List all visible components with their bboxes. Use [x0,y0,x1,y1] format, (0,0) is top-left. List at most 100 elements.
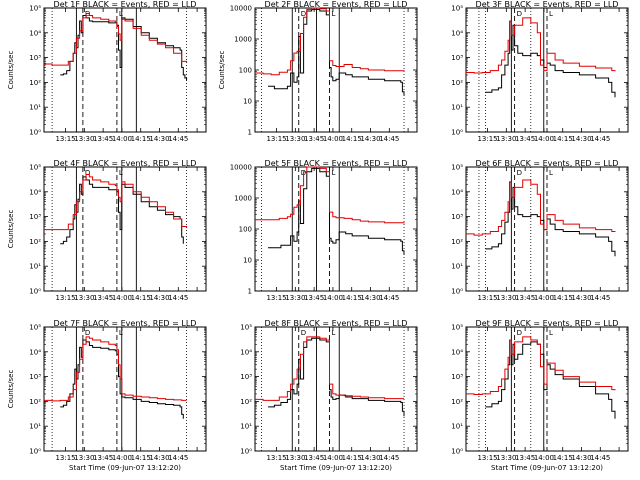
y-tick-label: 10⁵ [29,5,41,13]
y-tick-label: 100 [239,226,252,234]
chart-panel-1: Det 1F BLACK = Events, RED = LLD Counts/s… [7,0,207,143]
lld-series-line [466,336,616,395]
x-tick-label: 14:00 [323,294,343,302]
x-tick-label: 13:15 [55,294,75,302]
y-tick-label: 10⁵ [29,324,41,332]
y-tick-label: 10 [243,98,252,106]
x-tick-label: 13:45 [93,454,113,462]
chart-panel-2: Det 2F BLACK = Events, RED = LLD Counts/s… [218,0,418,143]
x-tick-label: 13:15 [266,294,286,302]
x-tick-label: 14:15 [342,454,362,462]
y-tick-label: 10¹ [29,263,41,271]
y-axis-label: Counts/sec [7,370,15,409]
lld-series-line [466,17,616,74]
y-tick-label: 10⁴ [29,348,41,356]
chart-panel-5: Det 5F BLACK = Events, RED = LLD 1 10 100 10… [230,159,418,302]
y-tick-label: 10⁰ [29,448,41,456]
y-tick-label: 1000 [234,36,252,44]
y-tick-label: 1 [248,288,252,296]
x-tick-label: 14:00 [323,135,343,143]
x-tick-label: 14:45 [379,454,399,462]
x-tick-label: 14:15 [131,454,151,462]
x-tick-label: 13:45 [304,135,324,143]
y-tick-label: 10⁴ [29,188,41,196]
y-tick-label: 10⁰ [451,129,463,137]
x-tick-label: 14:45 [168,135,188,143]
lld-series-line [255,166,405,224]
y-tick-label: 10³ [451,54,463,62]
x-tick-label: 14:30 [571,294,591,302]
x-tick-label: 13:30 [74,294,94,302]
interval-marker-label: D [301,10,306,18]
x-tick-label: 14:15 [131,135,151,143]
y-tick-label: 10000 [230,164,252,172]
events-series-line [60,176,184,245]
interval-marker-label: L [119,329,123,337]
lld-series-line [255,336,404,401]
x-tick-label: 14:30 [360,294,380,302]
chart-panel-4: Det 4F BLACK = Events, RED = LLD Counts/s… [7,159,207,302]
x-tick-label: 14:15 [553,135,573,143]
events-series-line [268,167,405,255]
x-tick-label: 13:30 [496,454,516,462]
x-axis-label: Start Time (09-Jun-07 13:12:20) [491,464,603,472]
y-tick-label: 10⁴ [29,29,41,37]
x-tick-label: 14:45 [379,294,399,302]
interval-marker-label: D [85,329,90,337]
x-tick-label: 14:45 [168,454,188,462]
y-tick-label: 10⁵ [451,324,463,332]
x-tick-label: 13:45 [304,454,324,462]
y-tick-label: 10¹ [451,104,463,112]
chart-title: Det 4F BLACK = Events, RED = LLD [54,159,197,168]
y-tick-label: 10 [243,257,252,265]
events-series-line [60,339,184,419]
x-tick-label: 13:30 [496,135,516,143]
y-tick-label: 10⁰ [29,129,41,137]
x-tick-label: 14:15 [342,135,362,143]
x-tick-label: 14:30 [571,454,591,462]
interval-marker-label: L [119,10,123,18]
interval-marker-label: D [517,329,522,337]
chart-title: Det 6F BLACK = Events, RED = LLD [476,159,619,168]
chart-panel-6: Det 6F BLACK = Events, RED = LLD 10⁰ 10¹ 10… [451,159,629,302]
y-tick-label: 10⁰ [451,448,463,456]
y-tick-label: 10⁵ [29,164,41,172]
y-tick-label: 10¹ [29,423,41,431]
y-axis-label: Counts/sec [218,51,226,90]
y-axis-label: Counts/sec [7,51,15,90]
x-tick-label: 14:30 [571,135,591,143]
chart-panel-8: Det 8F BLACK = Events, RED = LLD Start Ti… [240,319,418,472]
y-tick-label: 10³ [29,54,41,62]
x-tick-label: 14:15 [342,294,362,302]
chart-panel-9: Det 9F BLACK = Events, RED = LLD Start Ti… [451,319,629,472]
plot-frame [254,326,418,452]
interval-marker-label: L [549,10,553,18]
plot-frame [43,326,207,452]
x-tick-label: 14:45 [590,135,610,143]
interval-marker-label: L [119,169,123,177]
lld-series-line [44,13,188,66]
y-tick-label: 10¹ [29,104,41,112]
x-tick-label: 14:00 [112,294,132,302]
interval-marker-label: D [517,169,522,177]
x-tick-label: 14:15 [553,294,573,302]
interval-marker-label: L [332,169,336,177]
x-tick-label: 14:00 [112,135,132,143]
interval-marker-label: L [332,329,336,337]
y-tick-label: 10⁴ [451,348,463,356]
y-axis-label: Counts/sec [7,210,15,249]
events-series-line [268,8,405,96]
chart-title: Det 7F BLACK = Events, RED = LLD [54,319,197,328]
y-tick-label: 10³ [451,373,463,381]
y-tick-label: 10² [240,398,252,406]
x-tick-label: 14:30 [360,454,380,462]
x-tick-label: 13:15 [266,454,286,462]
x-tick-label: 14:30 [149,294,169,302]
y-tick-label: 10⁴ [451,188,463,196]
x-tick-label: 13:30 [285,135,305,143]
chart-title: Det 8F BLACK = Events, RED = LLD [265,319,408,328]
chart-title: Det 1F BLACK = Events, RED = LLD [54,0,197,9]
lld-series-line [466,179,616,236]
events-series-line [485,20,616,98]
